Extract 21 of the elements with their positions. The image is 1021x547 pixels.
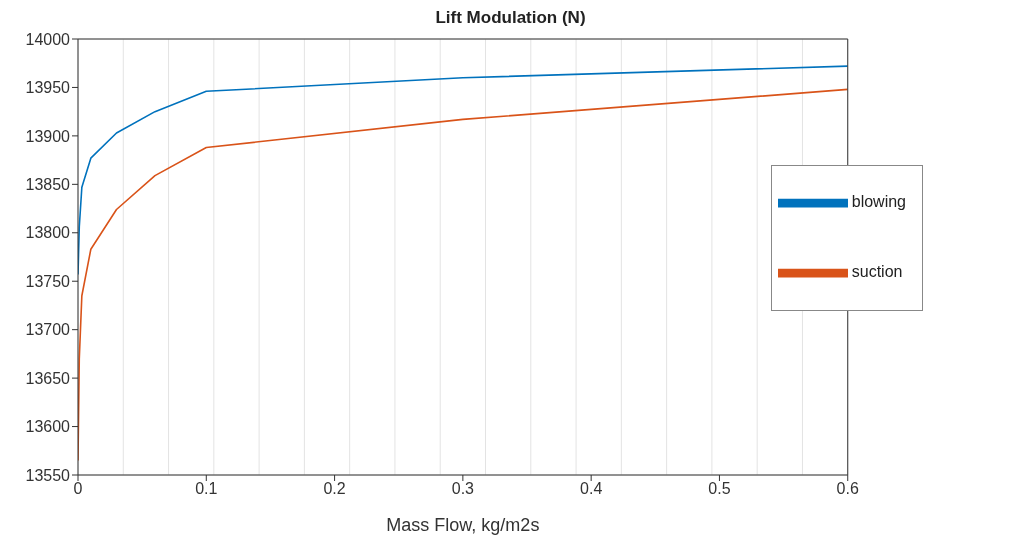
x-tick-label: 0 — [73, 480, 83, 498]
y-tick-label: 13850 — [25, 176, 71, 194]
x-axis-title: Mass Flow, kg/m2s — [386, 515, 540, 535]
x-tick-label: 0.5 — [708, 480, 731, 498]
x-tick-label: 0.6 — [836, 480, 859, 498]
y-tick-label: 13750 — [25, 272, 71, 290]
y-tick-label: 13650 — [25, 369, 71, 387]
y-tick-label: 13950 — [25, 79, 71, 97]
x-tick-label: 0.1 — [195, 480, 218, 498]
y-tick-label: 13550 — [25, 466, 71, 484]
x-tick-label: 0.3 — [451, 480, 475, 498]
y-tick-label: 13800 — [25, 224, 71, 242]
chart-title: Lift Modulation (N) — [434, 8, 587, 29]
y-tick-label: 14000 — [25, 30, 71, 48]
y-tick-label: 13600 — [25, 418, 71, 436]
x-tick-label: 0.4 — [580, 480, 603, 498]
legend-label: blowing — [851, 193, 906, 211]
legend-label: suction — [851, 263, 903, 281]
y-tick-label: 13900 — [25, 127, 71, 145]
x-tick-label: 0.2 — [323, 480, 346, 498]
y-tick-label: 13700 — [25, 321, 71, 339]
